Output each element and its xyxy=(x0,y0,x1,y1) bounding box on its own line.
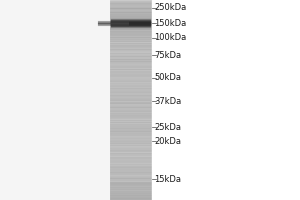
Text: 15kDa: 15kDa xyxy=(154,174,182,184)
Text: 25kDa: 25kDa xyxy=(154,122,182,132)
Text: 50kDa: 50kDa xyxy=(154,73,182,82)
Text: 150kDa: 150kDa xyxy=(154,19,187,27)
Bar xyxy=(0,0,110,200)
Bar xyxy=(152,0,300,200)
Text: 100kDa: 100kDa xyxy=(154,33,187,43)
Text: 37kDa: 37kDa xyxy=(154,97,182,106)
Text: 20kDa: 20kDa xyxy=(154,136,182,146)
Text: 75kDa: 75kDa xyxy=(154,50,182,60)
Text: 250kDa: 250kDa xyxy=(154,3,187,12)
